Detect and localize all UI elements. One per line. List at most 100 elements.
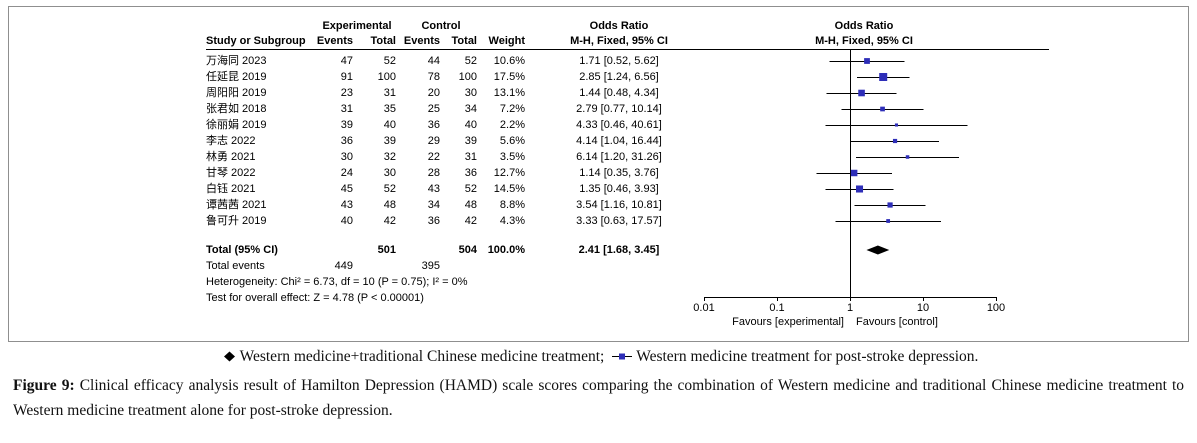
- figure-caption-label: Figure 9:: [13, 377, 75, 394]
- exp-total: 32: [383, 151, 396, 163]
- study-name: 白钰 2021: [206, 183, 256, 195]
- col-header-weight: Weight: [488, 35, 525, 47]
- ctrl-events: 20: [427, 87, 440, 99]
- or-ci-text: 4.33 [0.46, 40.61]: [576, 119, 662, 131]
- study-row: 任延昆 2019 91 100 78 100 17.5% 2.85 [1.24, 6.56]: [9, 69, 1188, 85]
- exp-total: 52: [383, 183, 396, 195]
- total-events-label: Total events: [206, 260, 265, 272]
- exp-events: 39: [340, 119, 353, 131]
- exp-events: 45: [340, 183, 353, 195]
- study-row: 鲁可升 2019 40 42 36 42 4.3% 3.33 [0.63, 17.57]: [9, 213, 1188, 229]
- total-events-row: Total events 449 395: [9, 258, 1188, 274]
- col-group-control: Control: [421, 20, 461, 32]
- col-header-ctrl-total: Total: [451, 35, 477, 47]
- ctrl-events: 28: [427, 167, 440, 179]
- or-ci-text: 4.14 [1.04, 16.44]: [576, 135, 662, 147]
- study-row: 万海同 2023 47 52 44 52 10.6% 1.71 [0.52, 5.62]: [9, 53, 1188, 69]
- total-events-ctrl: 395: [421, 260, 440, 272]
- heterogeneity-row: Heterogeneity: Chi² = 6.73, df = 10 (P =…: [9, 274, 1188, 290]
- or-ci-text: 1.35 [0.46, 3.93]: [579, 183, 659, 195]
- study-name: 李志 2022: [206, 135, 256, 147]
- total-row: Total (95% CI) 501 504 100.0% 2.41 [1.68…: [9, 242, 1188, 258]
- ctrl-total: 52: [464, 55, 477, 67]
- ctrl-total: 100: [458, 71, 477, 83]
- ctrl-events: 34: [427, 199, 440, 211]
- exp-total: 42: [383, 215, 396, 227]
- exp-events: 24: [340, 167, 353, 179]
- exp-events: 47: [340, 55, 353, 67]
- study-row: 林勇 2021 30 32 22 31 3.5% 6.14 [1.20, 31.26]: [9, 149, 1188, 165]
- or-ci-text: 3.54 [1.16, 10.81]: [576, 199, 662, 211]
- study-name: 鲁可升 2019: [206, 215, 267, 227]
- study-name: 张君如 2018: [206, 103, 267, 115]
- exp-total: 100: [377, 71, 396, 83]
- exp-events: 43: [340, 199, 353, 211]
- ctrl-events: 44: [427, 55, 440, 67]
- ctrl-total: 31: [464, 151, 477, 163]
- forest-plot-panel: Experimental Control Odds Ratio Odds Rat…: [8, 6, 1189, 342]
- or-ci-text: 1.14 [0.35, 3.76]: [579, 167, 659, 179]
- col-odds-ratio-text: Odds Ratio: [589, 20, 649, 32]
- legend-square-label: Western medicine treatment for post-stro…: [636, 348, 979, 365]
- col-header-exp-total: Total: [370, 35, 396, 47]
- study-name: 谭茜茜 2021: [206, 199, 267, 211]
- or-ci-text: 6.14 [1.20, 31.26]: [576, 151, 662, 163]
- exp-total: 39: [383, 135, 396, 147]
- study-row: 谭茜茜 2021 43 48 34 48 8.8% 3.54 [1.16, 10.81]: [9, 197, 1188, 213]
- weight: 12.7%: [493, 167, 525, 179]
- study-name: 任延昆 2019: [206, 71, 267, 83]
- study-name: 甘琴 2022: [206, 167, 256, 179]
- study-row: 李志 2022 36 39 29 39 5.6% 4.14 [1.04, 16.44]: [9, 133, 1188, 149]
- exp-events: 30: [340, 151, 353, 163]
- exp-events: 31: [340, 103, 353, 115]
- weight: 14.5%: [493, 183, 525, 195]
- ctrl-total: 40: [464, 119, 477, 131]
- legend-diamond-label: Western medicine+traditional Chinese med…: [239, 348, 605, 365]
- exp-total: 48: [383, 199, 396, 211]
- diamond-icon: [223, 351, 235, 362]
- total-events-exp: 449: [334, 260, 353, 272]
- ctrl-total: 36: [464, 167, 477, 179]
- ctrl-total: 39: [464, 135, 477, 147]
- exp-events: 91: [340, 71, 353, 83]
- square-marker-icon: [612, 353, 633, 360]
- ctrl-total: 34: [464, 103, 477, 115]
- ctrl-total: 42: [464, 215, 477, 227]
- total-exp-total: 501: [377, 244, 396, 256]
- exp-total: 30: [383, 167, 396, 179]
- study-name: 林勇 2021: [206, 151, 256, 163]
- weight: 2.2%: [499, 119, 525, 131]
- total-or-ci-text: 2.41 [1.68, 3.45]: [578, 244, 660, 256]
- overall-effect-text: Test for overall effect: Z = 4.78 (P < 0…: [206, 292, 424, 304]
- figure-legend: Western medicine+traditional Chinese med…: [0, 348, 1197, 366]
- or-ci-text: 1.44 [0.48, 4.34]: [579, 87, 659, 99]
- weight: 13.1%: [493, 87, 525, 99]
- or-ci-text: 2.79 [0.77, 10.14]: [576, 103, 662, 115]
- col-header-study: Study or Subgroup: [206, 35, 306, 47]
- ctrl-events: 36: [427, 215, 440, 227]
- overall-effect-row: Test for overall effect: Z = 4.78 (P < 0…: [9, 290, 1188, 306]
- exp-events: 36: [340, 135, 353, 147]
- or-ci-text: 2.85 [1.24, 6.56]: [579, 71, 659, 83]
- study-name: 万海同 2023: [206, 55, 267, 67]
- total-ctrl-total: 504: [458, 244, 477, 256]
- weight: 3.5%: [499, 151, 525, 163]
- favours-experimental-label: Favours [experimental]: [732, 316, 844, 328]
- figure-caption: Figure 9: Clinical efficacy analysis res…: [13, 373, 1184, 423]
- favours-control-label: Favours [control]: [856, 316, 938, 328]
- col-group-experimental: Experimental: [322, 20, 392, 32]
- weight: 7.2%: [499, 103, 525, 115]
- exp-total: 35: [383, 103, 396, 115]
- exp-total: 40: [383, 119, 396, 131]
- col-header-ctrl-events: Events: [403, 35, 440, 47]
- col-header-mh-fixed-ci: M-H, Fixed, 95% CI: [570, 35, 668, 47]
- study-row: 周阳阳 2019 23 31 20 30 13.1% 1.44 [0.48, 4.34]: [9, 85, 1188, 101]
- or-ci-text: 1.71 [0.52, 5.62]: [579, 55, 659, 67]
- study-name: 周阳阳 2019: [206, 87, 267, 99]
- col-header-mh-fixed-ci-graph: M-H, Fixed, 95% CI: [815, 35, 913, 47]
- ctrl-events: 36: [427, 119, 440, 131]
- study-row: 张君如 2018 31 35 25 34 7.2% 2.79 [0.77, 10.14]: [9, 101, 1188, 117]
- study-row: 白钰 2021 45 52 43 52 14.5% 1.35 [0.46, 3.93]: [9, 181, 1188, 197]
- total-weight: 100.0%: [487, 244, 525, 256]
- ctrl-events: 78: [427, 71, 440, 83]
